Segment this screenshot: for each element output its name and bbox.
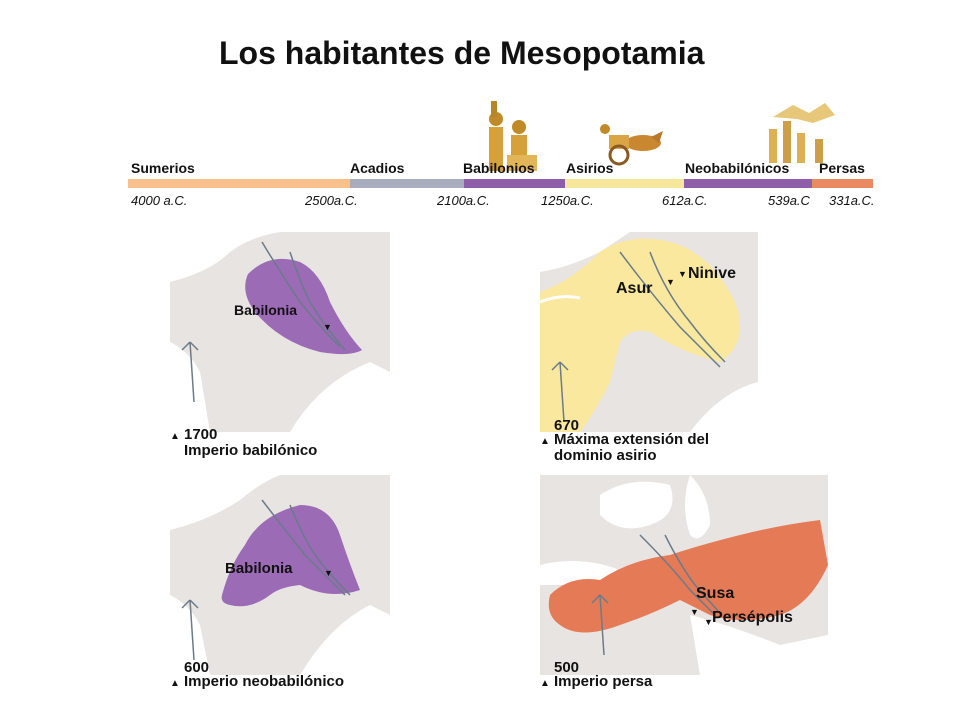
city-label-ninive: Ninive bbox=[688, 265, 737, 282]
city-label-susa: Susa bbox=[696, 585, 735, 602]
map-1700-caption: ▲ 1700 Imperio babilónico bbox=[170, 426, 318, 459]
triangle-icon: ▲ bbox=[170, 678, 180, 689]
map-670-title-line2: dominio asirio bbox=[554, 447, 657, 464]
map-670-caption: 670 ▲ Máxima extensión del dominio asirio bbox=[540, 417, 710, 464]
map-600-caption: 600 ▲ Imperio neobabilónico bbox=[170, 659, 345, 691]
timeline-segment-acadios bbox=[350, 179, 464, 188]
era-label-babilonios: Babilonios bbox=[463, 160, 535, 176]
map-670-year: 670 bbox=[554, 417, 580, 434]
city-marker-icon: ▼ bbox=[324, 568, 333, 578]
map-500-caption: 500 ▲ Imperio persa bbox=[540, 659, 653, 691]
era-label-asirios: Asirios bbox=[566, 160, 614, 176]
triangle-icon: ▲ bbox=[540, 436, 550, 447]
empire-region-shape bbox=[221, 505, 360, 607]
timeline-bar bbox=[128, 179, 873, 188]
timeline-segment-asirios bbox=[565, 179, 684, 188]
date-label: 612a.C. bbox=[662, 193, 708, 208]
map-500-svg bbox=[540, 475, 828, 675]
empire-region-shape bbox=[540, 238, 740, 432]
map-600-svg bbox=[170, 475, 390, 675]
timeline-segment-babilonios bbox=[464, 179, 565, 188]
city-marker-icon: ▼ bbox=[704, 617, 713, 627]
city-label-babilonia: Babilonia bbox=[234, 302, 298, 318]
date-label: 2100a.C. bbox=[437, 193, 490, 208]
persian-ruins-illustration bbox=[769, 103, 835, 163]
city-marker-icon: ▼ bbox=[323, 322, 332, 332]
city-label-asur: Asur bbox=[616, 280, 653, 297]
era-label-acadios: Acadios bbox=[350, 160, 405, 176]
babylonian-figures-illustration bbox=[489, 101, 537, 171]
date-label: 2500a.C. bbox=[305, 193, 358, 208]
date-label: 539a.C bbox=[768, 193, 810, 208]
city-marker-icon: ▼ bbox=[690, 607, 699, 617]
infographic-sheet: Los habitantes de Mesopotamia Sumerios A… bbox=[123, 15, 888, 695]
map-1700-babylonian-empire: Babilonia ▼ bbox=[170, 232, 390, 432]
city-marker-icon: ▼ bbox=[678, 269, 687, 279]
triangle-icon: ▲ bbox=[540, 678, 550, 689]
map-500-year: 500 bbox=[554, 659, 580, 676]
map-1700-svg bbox=[170, 232, 390, 432]
era-label-neobabilonicos: Neobabilónicos bbox=[685, 160, 790, 176]
era-label-sumerios: Sumerios bbox=[131, 160, 195, 176]
map-670-svg bbox=[540, 232, 758, 432]
date-label: 4000 a.C. bbox=[131, 193, 188, 208]
page-title: Los habitantes de Mesopotamia bbox=[219, 35, 705, 71]
map-1700-title: Imperio babilónico bbox=[184, 442, 318, 459]
map-1700-year: 1700 bbox=[184, 426, 218, 443]
map-600-year: 600 bbox=[184, 659, 210, 676]
date-label: 1250a.C. bbox=[541, 193, 594, 208]
timeline-segment-sumerios bbox=[128, 179, 350, 188]
timeline-segment-persas bbox=[812, 179, 873, 188]
triangle-icon: ▲ bbox=[170, 431, 180, 442]
assyrian-chariot-illustration bbox=[600, 124, 663, 166]
city-label-persepolis: Persépolis bbox=[712, 609, 793, 626]
era-label-persas: Persas bbox=[819, 160, 865, 176]
map-500-title: Imperio persa bbox=[554, 673, 653, 690]
city-label-babilonia: Babilonia bbox=[225, 560, 293, 577]
map-600-neobabylonian-empire: Babilonia ▼ bbox=[170, 475, 390, 675]
date-label: 331a.C. bbox=[829, 193, 875, 208]
map-670-assyrian-empire: Asur Ninive ▼ ▼ bbox=[540, 232, 758, 432]
city-marker-icon: ▼ bbox=[666, 277, 675, 287]
map-600-title: Imperio neobabilónico bbox=[184, 673, 345, 690]
map-670-title-line1: Máxima extensión del bbox=[554, 431, 710, 448]
timeline-segment-neobabilonicos bbox=[684, 179, 812, 188]
map-500-persian-empire: Susa Persépolis ▼ ▼ bbox=[540, 475, 828, 675]
